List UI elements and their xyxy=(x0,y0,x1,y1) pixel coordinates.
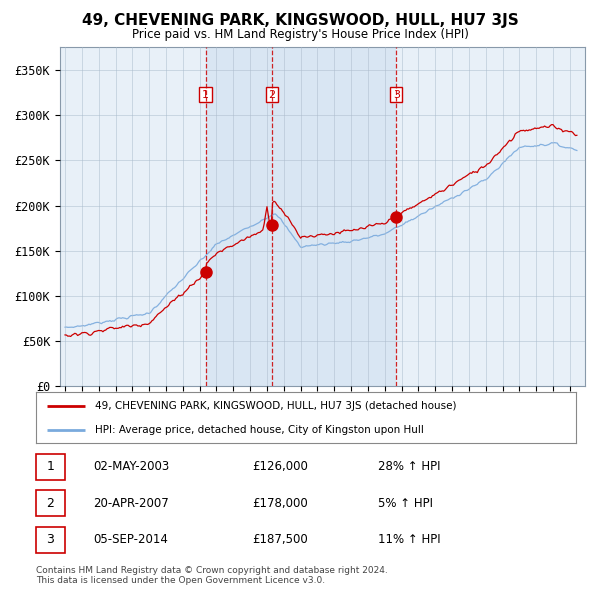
Text: 1: 1 xyxy=(202,90,209,100)
Bar xyxy=(272,47,396,386)
Text: 05-SEP-2014: 05-SEP-2014 xyxy=(93,533,168,546)
Bar xyxy=(206,47,272,386)
Text: 2: 2 xyxy=(46,497,55,510)
Text: 11% ↑ HPI: 11% ↑ HPI xyxy=(378,533,440,546)
Text: 3: 3 xyxy=(46,533,55,546)
Text: £126,000: £126,000 xyxy=(252,460,308,473)
Text: 2: 2 xyxy=(268,90,275,100)
Text: 02-MAY-2003: 02-MAY-2003 xyxy=(93,460,169,473)
Text: Price paid vs. HM Land Registry's House Price Index (HPI): Price paid vs. HM Land Registry's House … xyxy=(131,28,469,41)
Text: 49, CHEVENING PARK, KINGSWOOD, HULL, HU7 3JS: 49, CHEVENING PARK, KINGSWOOD, HULL, HU7… xyxy=(82,13,518,28)
Text: 28% ↑ HPI: 28% ↑ HPI xyxy=(378,460,440,473)
Text: 20-APR-2007: 20-APR-2007 xyxy=(93,497,169,510)
Text: HPI: Average price, detached house, City of Kingston upon Hull: HPI: Average price, detached house, City… xyxy=(95,425,424,435)
Text: 49, CHEVENING PARK, KINGSWOOD, HULL, HU7 3JS (detached house): 49, CHEVENING PARK, KINGSWOOD, HULL, HU7… xyxy=(95,401,457,411)
Text: 1: 1 xyxy=(46,460,55,473)
Text: 3: 3 xyxy=(393,90,400,100)
Text: Contains HM Land Registry data © Crown copyright and database right 2024.
This d: Contains HM Land Registry data © Crown c… xyxy=(36,566,388,585)
Text: 5% ↑ HPI: 5% ↑ HPI xyxy=(378,497,433,510)
Text: £178,000: £178,000 xyxy=(252,497,308,510)
Text: £187,500: £187,500 xyxy=(252,533,308,546)
